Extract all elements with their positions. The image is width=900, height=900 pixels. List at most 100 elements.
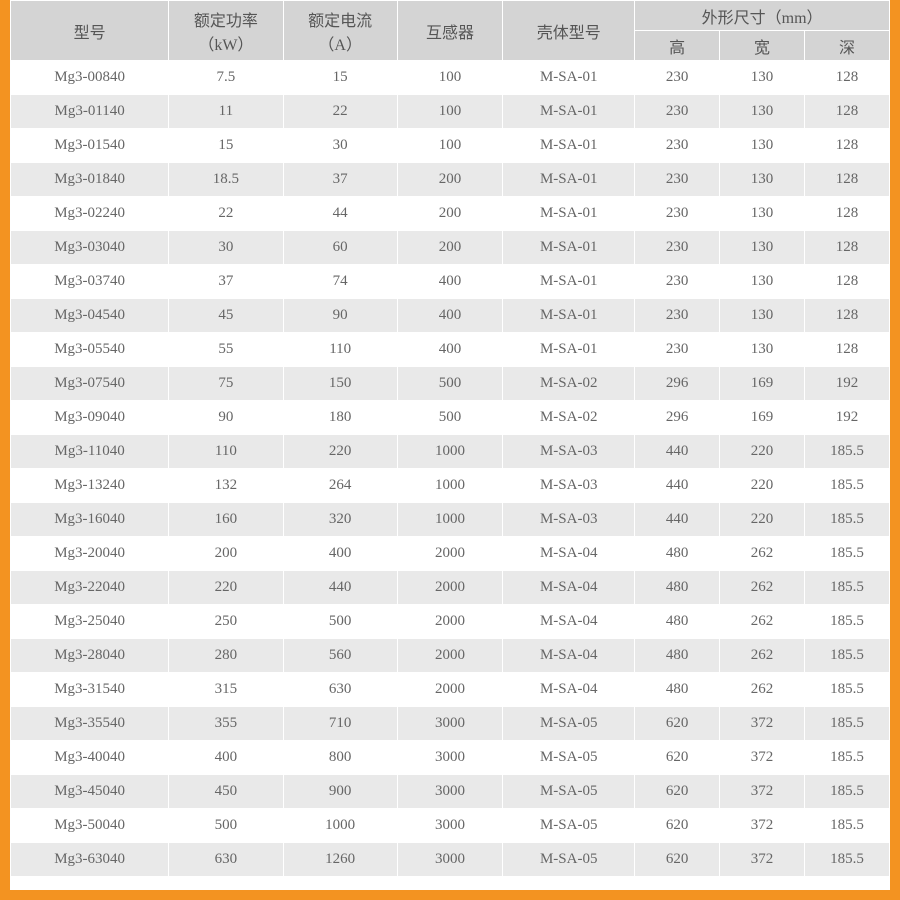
table-cell: 264 — [283, 469, 397, 503]
table-cell: 128 — [805, 333, 890, 367]
table-cell: Mg3-35540 — [11, 707, 169, 741]
table-cell: 400 — [397, 299, 502, 333]
table-cell: M-SA-01 — [503, 129, 635, 163]
table-cell: 500 — [283, 605, 397, 639]
table-row: Mg3-132401322641000M-SA-03440220185.5 — [11, 469, 890, 503]
table-cell: 2000 — [397, 673, 502, 707]
table-cell: 355 — [169, 707, 283, 741]
table-cell: 372 — [720, 843, 805, 877]
table-cell: 185.5 — [805, 707, 890, 741]
table-row: Mg3-400404008003000M-SA-05620372185.5 — [11, 741, 890, 775]
table-cell: M-SA-05 — [503, 741, 635, 775]
table-cell: 3000 — [397, 775, 502, 809]
table-cell: M-SA-04 — [503, 571, 635, 605]
table-cell: 440 — [283, 571, 397, 605]
table-cell: 130 — [720, 61, 805, 95]
table-cell: M-SA-04 — [503, 605, 635, 639]
table-cell: M-SA-05 — [503, 843, 635, 877]
table-cell: 630 — [283, 673, 397, 707]
table-cell: 262 — [720, 605, 805, 639]
table-cell: M-SA-05 — [503, 707, 635, 741]
table-cell: 500 — [397, 401, 502, 435]
table-cell: M-SA-01 — [503, 163, 635, 197]
table-cell: 230 — [635, 61, 720, 95]
table-cell: 296 — [635, 367, 720, 401]
table-cell: 185.5 — [805, 775, 890, 809]
table-cell: M-SA-04 — [503, 673, 635, 707]
table-cell: 400 — [169, 741, 283, 775]
table-cell: Mg3-03040 — [11, 231, 169, 265]
table-row: Mg3-022402244200M-SA-01230130128 — [11, 197, 890, 231]
table-cell: 1000 — [397, 503, 502, 537]
col-current: 额定电流 （A） — [283, 1, 397, 61]
table-cell: 440 — [635, 469, 720, 503]
table-cell: M-SA-01 — [503, 299, 635, 333]
table-cell: 128 — [805, 299, 890, 333]
table-cell: 500 — [169, 809, 283, 843]
table-cell: 800 — [283, 741, 397, 775]
table-row: Mg3-011401122100M-SA-01230130128 — [11, 95, 890, 129]
table-cell: 230 — [635, 231, 720, 265]
table-cell: 185.5 — [805, 469, 890, 503]
table-cell: Mg3-00840 — [11, 61, 169, 95]
col-transformer: 互感器 — [397, 1, 502, 61]
table-cell: M-SA-05 — [503, 809, 635, 843]
table-cell: 230 — [635, 129, 720, 163]
table-cell: 710 — [283, 707, 397, 741]
table-row: Mg3-110401102201000M-SA-03440220185.5 — [11, 435, 890, 469]
table-cell: 230 — [635, 163, 720, 197]
table-cell: 185.5 — [805, 673, 890, 707]
col-power-label: 额定功率 — [169, 7, 282, 31]
table-cell: Mg3-11040 — [11, 435, 169, 469]
table-cell: 130 — [720, 265, 805, 299]
table-cell: 130 — [720, 129, 805, 163]
table-row: Mg3-008407.515100M-SA-01230130128 — [11, 61, 890, 95]
table-cell: M-SA-01 — [503, 231, 635, 265]
table-cell: 22 — [283, 95, 397, 129]
table-cell: 220 — [720, 435, 805, 469]
col-power: 额定功率 （kW） — [169, 1, 283, 61]
table-cell: 620 — [635, 707, 720, 741]
table-cell: 22 — [169, 197, 283, 231]
table-row: Mg3-280402805602000M-SA-04480262185.5 — [11, 639, 890, 673]
table-row: Mg3-200402004002000M-SA-04480262185.5 — [11, 537, 890, 571]
table-cell: Mg3-04540 — [11, 299, 169, 333]
table-cell: 440 — [635, 503, 720, 537]
table-cell: Mg3-01140 — [11, 95, 169, 129]
table-cell: 1000 — [397, 469, 502, 503]
table-cell: 185.5 — [805, 639, 890, 673]
table-cell: 220 — [720, 469, 805, 503]
table-cell: 185.5 — [805, 605, 890, 639]
table-cell: 262 — [720, 673, 805, 707]
table-row: Mg3-220402204402000M-SA-04480262185.5 — [11, 571, 890, 605]
table-cell: M-SA-03 — [503, 435, 635, 469]
table-cell: 280 — [169, 639, 283, 673]
table-cell: 192 — [805, 401, 890, 435]
table-row: Mg3-037403774400M-SA-01230130128 — [11, 265, 890, 299]
table-cell: 480 — [635, 605, 720, 639]
table-cell: 620 — [635, 775, 720, 809]
table-cell: 185.5 — [805, 571, 890, 605]
table-cell: 1000 — [397, 435, 502, 469]
table-cell: 110 — [283, 333, 397, 367]
table-cell: 45 — [169, 299, 283, 333]
col-shell: 壳体型号 — [503, 1, 635, 61]
table-cell: 15 — [283, 61, 397, 95]
col-dim-group: 外形尺寸（mm） — [635, 1, 890, 31]
table-cell: 400 — [283, 537, 397, 571]
table-cell: Mg3-25040 — [11, 605, 169, 639]
table-cell: M-SA-01 — [503, 197, 635, 231]
table-cell: 128 — [805, 61, 890, 95]
table-cell: 3000 — [397, 809, 502, 843]
table-cell: 75 — [169, 367, 283, 401]
table-cell: 180 — [283, 401, 397, 435]
table-cell: Mg3-40040 — [11, 741, 169, 775]
table-cell: M-SA-04 — [503, 537, 635, 571]
table-row: Mg3-045404590400M-SA-01230130128 — [11, 299, 890, 333]
table-cell: M-SA-01 — [503, 333, 635, 367]
table-cell: 560 — [283, 639, 397, 673]
table-row: Mg3-315403156302000M-SA-04480262185.5 — [11, 673, 890, 707]
table-cell: 230 — [635, 197, 720, 231]
table-cell: 130 — [720, 163, 805, 197]
table-cell: Mg3-31540 — [11, 673, 169, 707]
